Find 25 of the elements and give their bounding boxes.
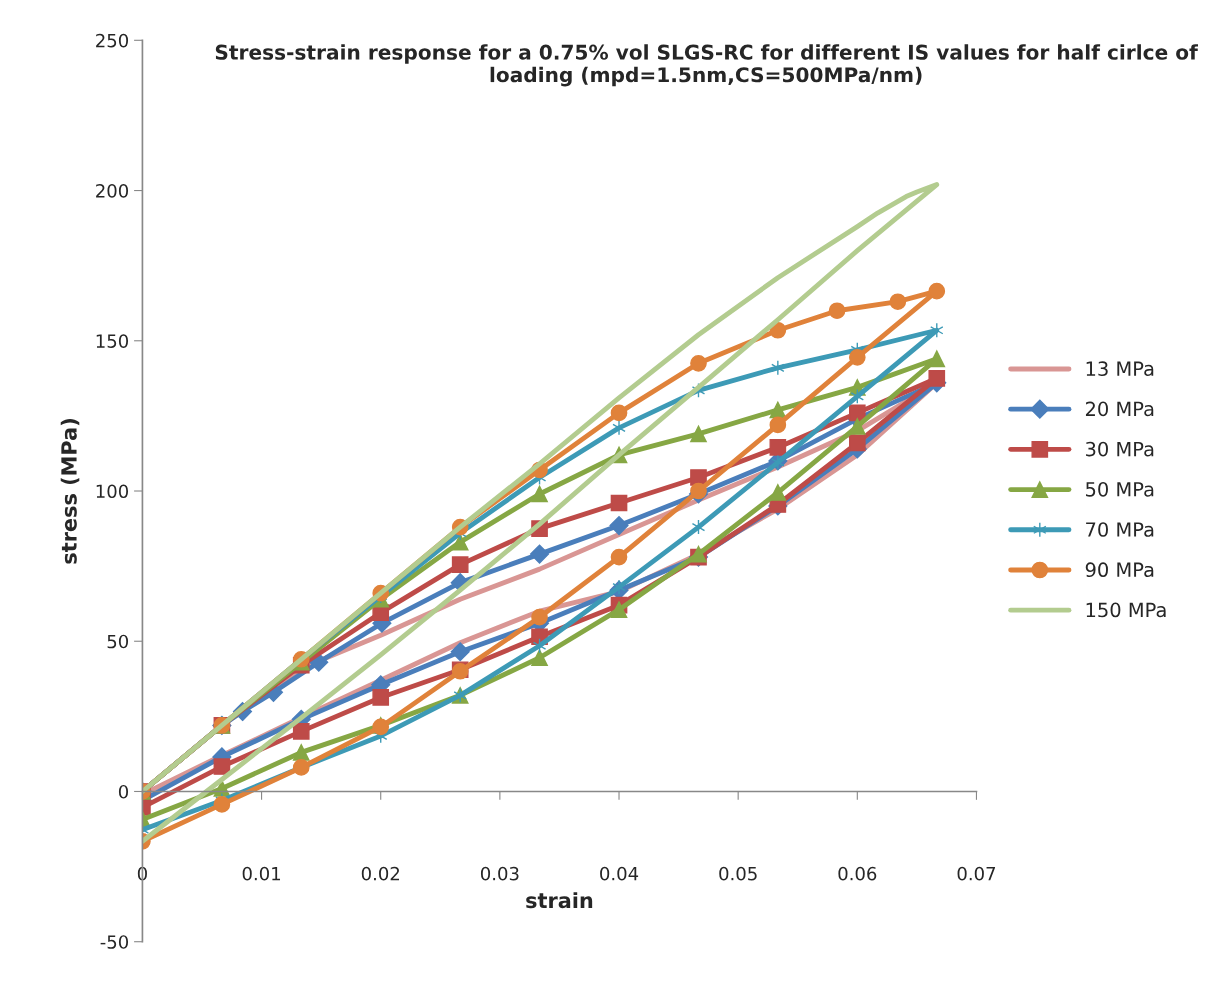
y-tick-label: 150 (96, 334, 129, 348)
x-tick-label: 0.04 (600, 866, 639, 881)
text: Stress-strain response for a 0.75% vol SLGS-RC for different IS values for half cirlce of loading (mpd=1.5nm,CS=500MPa/nm) (215, 44, 1199, 87)
legend-label: 70 MPa (1086, 522, 1154, 537)
legend-label: 13 MPa (1086, 361, 1154, 377)
x-tick-label: 0.07 (957, 866, 996, 881)
x-axis-title: strain (526, 892, 593, 909)
legend-label: 150 MPa (1086, 602, 1166, 618)
x-tick-label: 0 (137, 866, 147, 881)
x-tick-label: 0.01 (242, 866, 281, 881)
legend-label: 20 MPa (1085, 401, 1154, 417)
y-tick-label: 100 (96, 484, 129, 499)
x-tick-label: 0.06 (838, 866, 877, 881)
legend-label: 50 MPa (1086, 481, 1154, 497)
legend-label: 30 MPa (1086, 441, 1154, 457)
x-tick-label: 0.02 (361, 866, 400, 881)
y-tick-label: 250 (96, 33, 129, 48)
y-tick-label: 50 (107, 634, 129, 649)
y-tick-label: 200 (96, 184, 129, 198)
y-tick-label: 0 (118, 784, 129, 799)
x-tick-label: 0.05 (719, 866, 757, 881)
legend-label: 90 MPa (1085, 562, 1154, 578)
y-tick-label: -50 (100, 935, 129, 949)
x-tick-label: 0.03 (480, 866, 519, 881)
y-axis-title: stress (MPa) (60, 419, 80, 564)
